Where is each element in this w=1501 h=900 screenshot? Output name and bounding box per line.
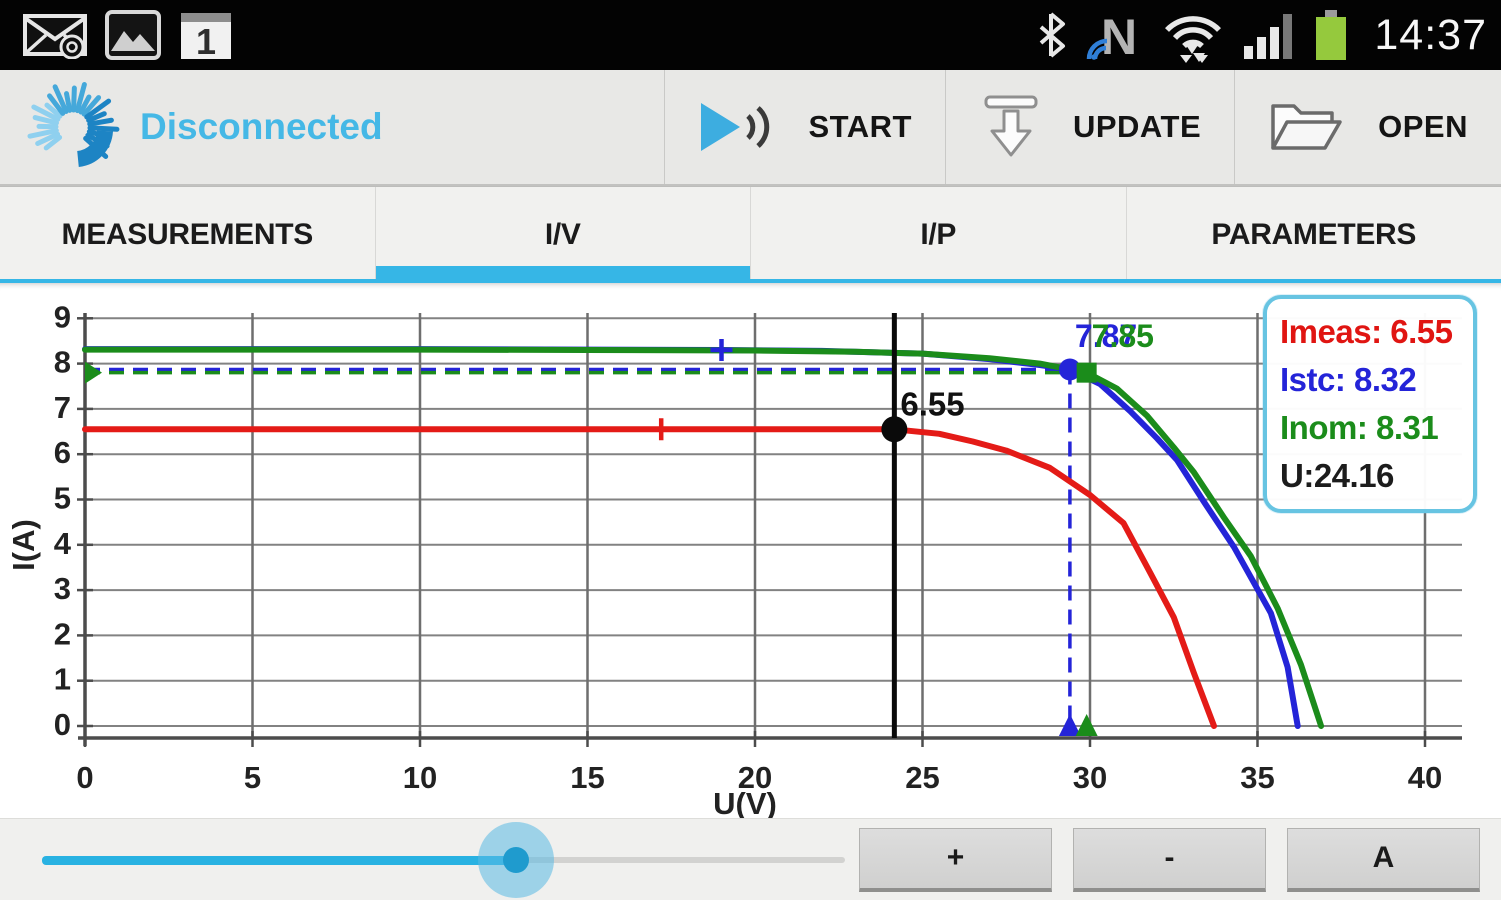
svg-text:1: 1 <box>54 662 71 697</box>
svg-text:9: 9 <box>54 299 71 334</box>
svg-text:I(A): I(A) <box>6 519 41 571</box>
start-button[interactable]: START <box>664 70 945 184</box>
readout-inom: Inom: 8.31 <box>1280 409 1439 446</box>
clock: 14:37 <box>1374 10 1487 59</box>
readout-voltage: U:24.16 <box>1280 457 1394 494</box>
tab-measurements[interactable]: MEASUREMENTS <box>61 218 314 251</box>
folder-icon <box>1271 104 1342 150</box>
nfc-icon: N <box>1087 9 1137 61</box>
readout-imeas: Imeas: 6.55 <box>1280 313 1453 350</box>
tab-parameters[interactable]: PARAMETERS <box>1125 187 1501 283</box>
zoom-out-button[interactable]: - <box>1073 827 1266 892</box>
toolbar: Disconnected START UPDATE OPEN <box>0 70 1501 186</box>
svg-text:5: 5 <box>54 481 71 516</box>
svg-text:7.85: 7.85 <box>1092 318 1154 354</box>
svg-text:35: 35 <box>1240 760 1274 795</box>
bottom-controls: + - A <box>0 818 1501 900</box>
svg-text:20: 20 <box>738 760 772 795</box>
signal-icon <box>1244 14 1293 59</box>
tab-ip[interactable]: I/P <box>750 187 1126 283</box>
auto-scale-button[interactable]: A <box>1287 827 1480 892</box>
app-status-title: Disconnected <box>140 106 383 147</box>
readout-box: Imeas: 6.55 Istc: 8.32 Inom: 8.31 U:24.1… <box>1263 295 1477 513</box>
readout-istc: Istc: 8.32 <box>1280 361 1417 398</box>
calendar-icon: 1 <box>181 13 231 62</box>
svg-text:U(V): U(V) <box>713 786 777 818</box>
svg-text:15: 15 <box>570 760 604 795</box>
open-button[interactable]: OPEN <box>1234 70 1501 184</box>
iv-curve-chart[interactable]: 0 5 10 15 20 25 30 35 40 0 1 2 3 4 5 6 7 8 9 U(V) I(A) 7.877.… <box>0 283 1501 818</box>
svg-text:30: 30 <box>1073 760 1107 795</box>
start-label: START <box>808 109 912 144</box>
update-button[interactable]: UPDATE <box>944 70 1234 184</box>
svg-text:10: 10 <box>403 760 437 795</box>
update-label: UPDATE <box>1072 109 1202 144</box>
slider-fill <box>42 855 516 865</box>
download-icon <box>984 95 1038 157</box>
battery-icon <box>1316 10 1347 60</box>
svg-text:3: 3 <box>54 571 71 606</box>
svg-text:N: N <box>1101 9 1137 61</box>
svg-text:2: 2 <box>54 616 71 651</box>
svg-text:8: 8 <box>54 345 71 380</box>
tab-iv[interactable]: I/V <box>374 187 751 283</box>
play-icon <box>701 103 770 151</box>
svg-text:4: 4 <box>54 526 72 561</box>
gallery-icon <box>105 10 161 60</box>
svg-text:0: 0 <box>54 707 71 742</box>
iv-chart-area[interactable]: 0 5 10 15 20 25 30 35 40 0 1 2 3 4 5 6 7 8 9 U(V) I(A) 7.87 7.… <box>0 283 1501 818</box>
app-logo-icon <box>27 81 120 167</box>
svg-text:7.87: 7.87 <box>1075 318 1137 354</box>
svg-text:0: 0 <box>76 760 93 795</box>
open-label: OPEN <box>1378 109 1468 144</box>
wifi-icon <box>1165 16 1222 63</box>
svg-text:5: 5 <box>244 760 261 795</box>
svg-text:7: 7 <box>54 390 71 425</box>
calendar-day: 1 <box>196 21 216 62</box>
zoom-in-button[interactable]: + <box>859 827 1052 892</box>
bluetooth-icon <box>1040 12 1066 58</box>
email-icon <box>23 14 87 59</box>
svg-text:6: 6 <box>54 435 71 470</box>
status-bar: 1 N 14:37 <box>0 0 1501 70</box>
svg-text:6.55: 6.55 <box>900 385 964 422</box>
svg-text:40: 40 <box>1408 760 1442 795</box>
svg-text:25: 25 <box>905 760 939 795</box>
slider-thumb[interactable] <box>477 821 554 898</box>
slider-thumb-dot <box>502 846 529 873</box>
cursor-slider[interactable] <box>0 819 859 900</box>
tab-bar: MEASUREMENTS I/V I/P PARAMETERS <box>0 186 1501 283</box>
